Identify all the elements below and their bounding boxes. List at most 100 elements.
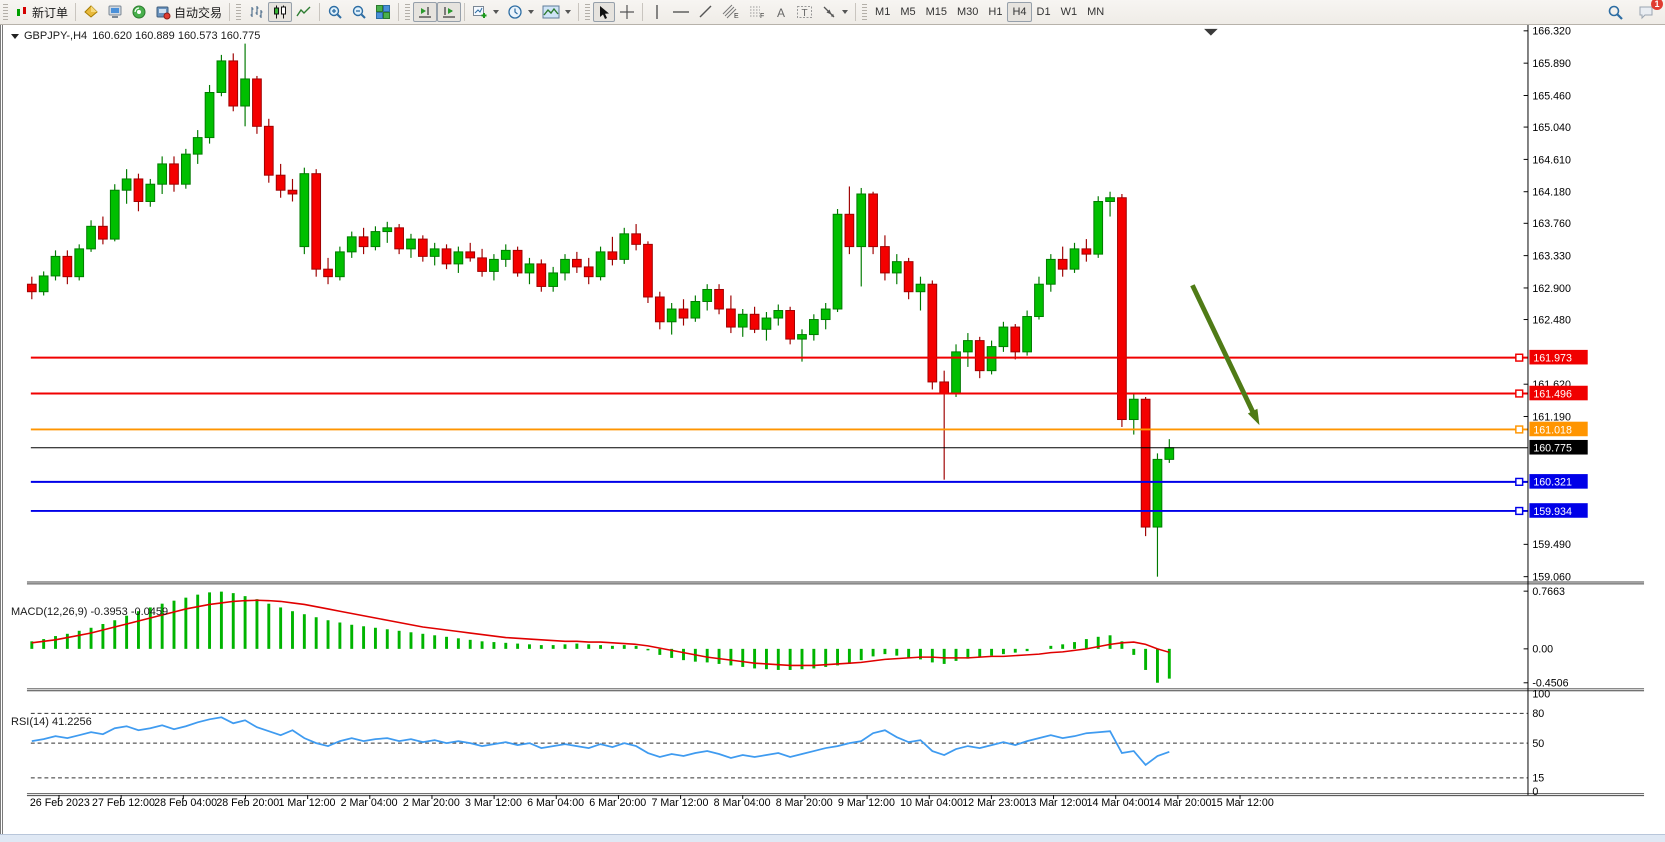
time-axis-label[interactable]: 7 Mar 12:00 [651, 797, 708, 809]
candle-body [465, 251, 476, 259]
time-axis-label[interactable]: 8 Mar 04:00 [714, 797, 771, 809]
autotrading-button[interactable]: 自动交易 [151, 2, 226, 22]
fibonacci-button[interactable]: F [744, 2, 770, 22]
rsi-axis-label: 80 [1532, 708, 1544, 720]
price-badge [1529, 385, 1588, 401]
timeframe-button-w1[interactable]: W1 [1056, 2, 1083, 22]
toolbar-grip [236, 4, 242, 20]
trendline-button[interactable] [694, 2, 718, 22]
timeframe-button-mn[interactable]: MN [1082, 2, 1109, 22]
time-axis-label[interactable]: 6 Mar 20:00 [589, 797, 646, 809]
dropdown-caret-icon [528, 10, 535, 14]
toolbar-separator [229, 3, 231, 21]
hline-handle[interactable] [1515, 353, 1524, 362]
crosshair-icon [620, 5, 635, 19]
timeframe-button-m5[interactable]: M5 [895, 2, 920, 22]
arrow-annotation-head[interactable] [1247, 408, 1260, 426]
toolbar-separator [642, 3, 644, 21]
rsi-line [31, 716, 1170, 767]
time-axis-label[interactable]: 28 Feb 20:00 [216, 797, 279, 809]
arrow-annotation[interactable] [1190, 284, 1255, 413]
candle-body [915, 283, 926, 293]
templates-dropdown-button[interactable] [538, 2, 575, 22]
rsi-axis-label: 0 [1532, 786, 1538, 798]
notifications-button[interactable]: 1 [1634, 0, 1663, 22]
vertical-line-button[interactable] [646, 2, 668, 22]
timeframe-button-h1[interactable]: H1 [983, 2, 1007, 22]
text-icon: A [777, 6, 785, 20]
arrows-dropdown-button[interactable] [817, 2, 852, 22]
chart-window: GBPJPY-,H4 160.620 160.889 160.573 160.7… [0, 24, 1665, 834]
symbol-dropdown-icon[interactable] [11, 33, 19, 39]
time-axis-label[interactable]: 2 Mar 04:00 [341, 797, 398, 809]
text-label-button[interactable]: T [792, 2, 817, 22]
tile-windows-button[interactable] [371, 2, 395, 22]
macd-axis-label: 0.00 [1532, 644, 1553, 656]
time-axis-label[interactable]: 14 Mar 20:00 [1149, 797, 1212, 809]
candle-body [548, 272, 559, 287]
time-axis-label[interactable]: 12 Mar 23:00 [962, 797, 1025, 809]
time-axis-label[interactable]: 13 Mar 12:00 [1024, 797, 1087, 809]
candle-body [394, 227, 404, 250]
hline-handle[interactable] [1515, 425, 1524, 434]
time-axis-label[interactable]: 14 Mar 04:00 [1087, 797, 1150, 809]
candle-body [536, 263, 547, 287]
candle-body [109, 189, 120, 240]
zoom-out-button[interactable] [347, 2, 371, 22]
time-axis-label[interactable]: 3 Mar 12:00 [465, 797, 522, 809]
time-axis-label[interactable]: 27 Feb 12:00 [92, 797, 155, 809]
new-order-button[interactable]: 新订单 [11, 2, 72, 22]
candle-body [500, 249, 511, 260]
candle-body [382, 227, 393, 233]
candle-body [891, 261, 902, 274]
timeframe-button-h4[interactable]: H4 [1007, 2, 1032, 22]
zoom-in-button[interactable] [323, 2, 347, 22]
time-axis-label[interactable]: 2 Mar 20:00 [403, 797, 460, 809]
timeframe-button-m1[interactable]: M1 [870, 2, 895, 22]
timeframe-button-m30[interactable]: M30 [952, 2, 983, 22]
text-button[interactable]: A [770, 2, 792, 22]
candle-body [512, 249, 523, 274]
time-axis-label[interactable]: 9 Mar 12:00 [838, 797, 895, 809]
zoom-out-icon [352, 5, 366, 19]
time-axis-label[interactable]: 6 Mar 04:00 [527, 797, 584, 809]
periods-dropdown-button[interactable] [503, 2, 538, 22]
hline-handle[interactable] [1515, 389, 1524, 398]
horizontal-line-button[interactable] [668, 2, 694, 22]
candlestick-chart-button[interactable] [268, 2, 293, 22]
search-button[interactable] [1603, 2, 1628, 22]
equidistant-channel-button[interactable]: E [718, 2, 744, 22]
timeframe-button-d1[interactable]: D1 [1032, 2, 1056, 22]
candle-body [263, 125, 274, 176]
indicators-dropdown-button[interactable] [468, 2, 503, 22]
time-axis-label[interactable]: 1 Mar 12:00 [279, 797, 336, 809]
hline-handle[interactable] [1515, 477, 1524, 486]
price-axis-label: 163.760 [1532, 218, 1571, 230]
candle-body [323, 268, 333, 278]
cursor-button[interactable] [593, 2, 616, 22]
bar-chart-button[interactable] [244, 2, 268, 22]
signals-button[interactable] [127, 2, 151, 22]
timeframe-button-m15[interactable]: M15 [921, 2, 952, 22]
metaeditor-icon [108, 5, 122, 18]
time-axis-label[interactable]: 15 Mar 12:00 [1211, 797, 1274, 809]
price-axis-label: 163.330 [1532, 251, 1571, 263]
toolbox-button[interactable] [79, 2, 103, 22]
hline-handle[interactable] [1515, 506, 1524, 516]
time-axis-label[interactable]: 10 Mar 04:00 [900, 797, 963, 809]
crosshair-button[interactable] [615, 2, 639, 22]
toolbar-separator [855, 3, 857, 21]
candle-body [986, 346, 997, 372]
price-badge [1529, 421, 1588, 437]
signals-icon [132, 5, 146, 19]
auto-scroll-button[interactable] [413, 2, 438, 22]
time-axis-label[interactable]: 26 Feb 2023 [30, 797, 90, 809]
time-axis-label[interactable]: 28 Feb 04:00 [154, 797, 217, 809]
chart-shift-marker[interactable] [1204, 28, 1218, 36]
chart-shift-button[interactable] [437, 2, 462, 22]
price-badge [1529, 439, 1588, 455]
candle-body [121, 178, 132, 191]
time-axis-label[interactable]: 8 Mar 20:00 [776, 797, 833, 809]
line-chart-button[interactable] [292, 2, 316, 22]
metaeditor-button[interactable] [103, 2, 127, 22]
